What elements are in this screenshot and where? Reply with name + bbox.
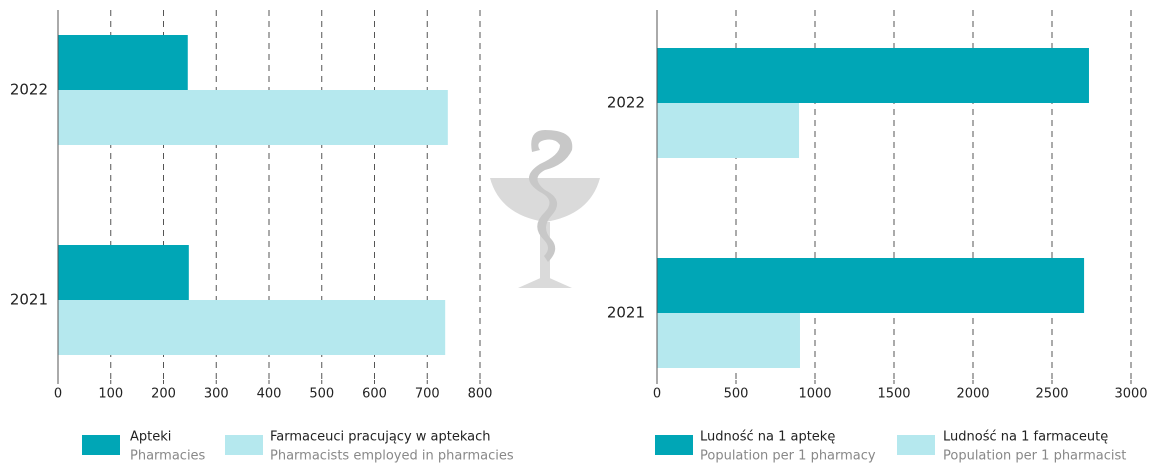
bar <box>58 245 189 300</box>
x-tick-label: 800 <box>468 387 493 402</box>
legend-label-en: Population per 1 pharmacist <box>943 449 1126 463</box>
legend-label: Ludność na 1 farmaceutę <box>943 430 1108 445</box>
x-tick-label: 400 <box>257 387 282 402</box>
x-tick-label: 200 <box>151 387 176 402</box>
bar <box>58 90 448 145</box>
bar <box>58 35 188 90</box>
x-tick-label: 3000 <box>1114 387 1147 402</box>
legend-swatch <box>897 435 935 455</box>
y-tick-label: 2022 <box>607 94 645 112</box>
x-tick-label: 500 <box>724 387 749 402</box>
x-tick-label: 0 <box>653 387 661 402</box>
legend-label: Farmaceuci pracujący w aptekach <box>270 430 491 445</box>
y-tick-label: 2021 <box>607 304 645 322</box>
legend-swatch <box>82 435 120 455</box>
y-tick-label: 2022 <box>10 81 48 99</box>
legend-swatch <box>225 435 263 455</box>
legend-label-en: Pharmacists employed in pharmacies <box>270 449 514 463</box>
bar <box>58 300 446 355</box>
x-tick-label: 0 <box>54 387 62 402</box>
x-tick-label: 2500 <box>1035 387 1068 402</box>
legend-label-en: Population per 1 pharmacy <box>700 449 876 463</box>
x-tick-label: 2000 <box>956 387 989 402</box>
bar <box>657 48 1089 103</box>
x-tick-label: 500 <box>309 387 334 402</box>
x-tick-label: 1000 <box>798 387 831 402</box>
bar <box>657 313 800 368</box>
x-tick-label: 100 <box>98 387 123 402</box>
legend-label-en: Pharmacies <box>130 449 206 463</box>
bar <box>657 258 1085 313</box>
x-tick-label: 300 <box>204 387 229 402</box>
y-tick-label: 2021 <box>10 291 48 309</box>
pharmacy-symbol <box>490 130 600 288</box>
x-tick-label: 1500 <box>877 387 910 402</box>
x-tick-label: 700 <box>415 387 440 402</box>
legend-label: Ludność na 1 aptekę <box>700 430 835 445</box>
legend-label: Apteki <box>130 430 171 445</box>
legend-swatch <box>655 435 693 455</box>
bar <box>657 103 800 158</box>
x-tick-label: 600 <box>362 387 387 402</box>
